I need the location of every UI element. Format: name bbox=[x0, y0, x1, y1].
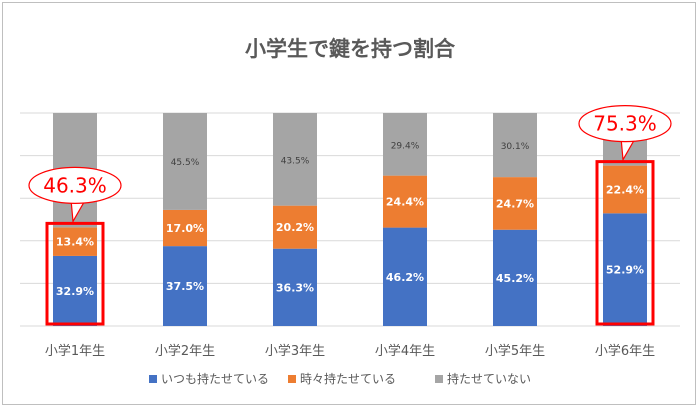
x-tick-label: 小学3年生 bbox=[265, 343, 325, 359]
bar-segment bbox=[273, 248, 317, 326]
x-tick-label: 小学4年生 bbox=[375, 343, 435, 359]
data-label: 52.9% bbox=[606, 264, 644, 277]
bar-segment bbox=[383, 175, 427, 228]
x-tick-label: 小学6年生 bbox=[595, 343, 655, 359]
highlight-box bbox=[595, 160, 655, 326]
data-label: 43.5% bbox=[281, 156, 310, 166]
data-label: 30.1% bbox=[501, 142, 530, 152]
callout-text: 75.3% bbox=[593, 112, 657, 136]
data-label: 32.9% bbox=[56, 285, 94, 298]
x-axis-labels: 小学1年生 小学2年生 小学3年生 小学4年生 小学5年生 小学6年生 bbox=[45, 343, 655, 359]
legend: いつも持たせている 時々持たせている 持たせていない bbox=[149, 371, 531, 386]
bar-segment bbox=[383, 113, 427, 176]
bar-segment bbox=[273, 205, 317, 249]
bar-segment bbox=[603, 213, 647, 326]
bar-segment bbox=[493, 229, 537, 326]
callouts: 46.3% 75.3% bbox=[28, 105, 672, 326]
legend-swatch bbox=[288, 375, 296, 383]
legend-swatch bbox=[435, 375, 443, 383]
data-label: 22.4% bbox=[606, 183, 644, 196]
data-label: 37.5% bbox=[166, 280, 204, 293]
data-label: 45.2% bbox=[496, 272, 534, 285]
x-tick-label: 小学2年生 bbox=[155, 343, 215, 359]
bar-segment bbox=[53, 227, 97, 256]
bars: 32.9% 13.4% 37.5% 17.0% 45.5% 36.3% 20.2% 43.5%… bbox=[53, 113, 647, 326]
data-label: 20.2% bbox=[276, 221, 314, 234]
bar-segment bbox=[273, 113, 317, 206]
data-label: 45.5% bbox=[171, 158, 200, 168]
callout-bubble bbox=[578, 105, 672, 143]
chart-title: 小学生で鍵を持つ割合 bbox=[245, 37, 456, 61]
data-label: 24.4% bbox=[386, 196, 424, 209]
callout-bubble bbox=[28, 166, 122, 204]
legend-label: 時々持たせている bbox=[300, 371, 396, 386]
chart-frame bbox=[2, 2, 696, 405]
x-tick-label: 小学5年生 bbox=[485, 343, 545, 359]
legend-label: 持たせていない bbox=[447, 371, 531, 386]
legend-label: いつも持たせている bbox=[161, 371, 269, 386]
bar-segment bbox=[493, 177, 537, 230]
data-label: 29.4% bbox=[391, 141, 420, 151]
data-label: 36.3% bbox=[276, 281, 314, 294]
bar-segment bbox=[603, 165, 647, 214]
gridlines bbox=[20, 112, 680, 327]
bar-segment bbox=[163, 246, 207, 326]
bar-segment bbox=[383, 227, 427, 326]
data-label: 46.2% bbox=[386, 271, 424, 284]
data-label: 24.7% bbox=[496, 197, 534, 210]
bar-segment bbox=[53, 255, 97, 326]
callout-text: 46.3% bbox=[43, 173, 107, 197]
highlight-box bbox=[45, 221, 105, 326]
legend-swatch bbox=[149, 375, 157, 383]
data-label: 17.0% bbox=[166, 222, 204, 235]
bar-segment bbox=[163, 209, 207, 247]
bar-segment bbox=[493, 113, 537, 178]
x-tick-label: 小学1年生 bbox=[45, 343, 105, 359]
bar-segment bbox=[163, 113, 207, 210]
data-label: 13.4% bbox=[56, 236, 94, 249]
